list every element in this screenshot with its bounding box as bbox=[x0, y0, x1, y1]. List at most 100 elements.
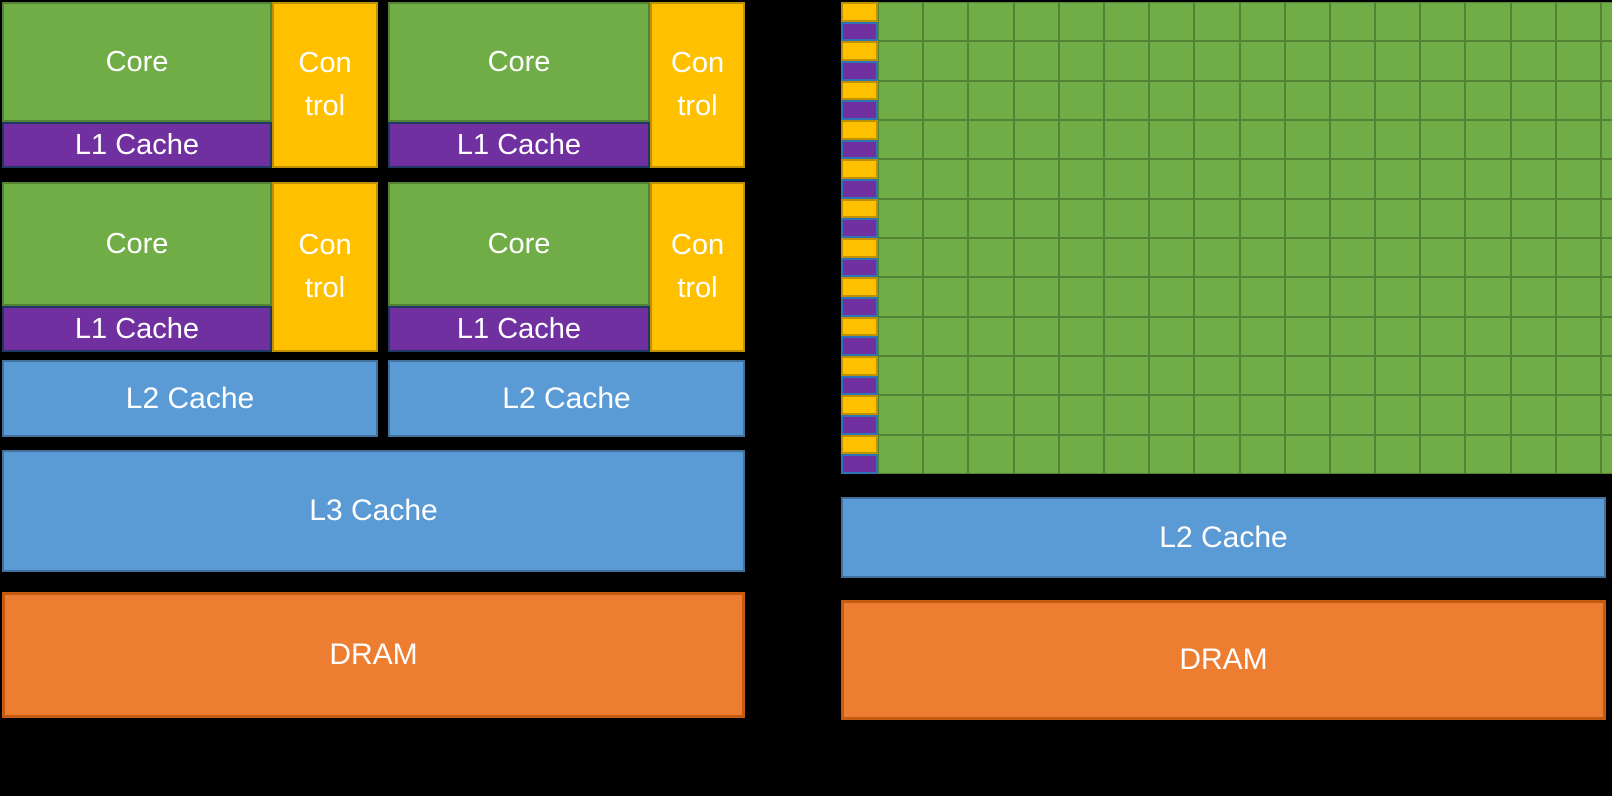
cpu-control-block: Con trol bbox=[650, 182, 745, 352]
cpu-l2-cache-block: L2 Cache bbox=[2, 360, 378, 437]
gpu-core-row bbox=[878, 434, 1612, 474]
gpu-core-cell bbox=[968, 80, 1014, 120]
gpu-control-strip bbox=[841, 355, 878, 376]
gpu-core-cell bbox=[1465, 119, 1511, 160]
gpu-core-cell bbox=[1194, 395, 1240, 435]
gpu-core-cell bbox=[1555, 198, 1601, 238]
gpu-core-cell bbox=[878, 395, 924, 435]
gpu-core-cell bbox=[1194, 316, 1240, 356]
gpu-core-cell bbox=[1058, 119, 1104, 160]
gpu-l1-cache-strip bbox=[841, 336, 878, 356]
gpu-core-cell bbox=[1465, 277, 1511, 317]
gpu-sm-row-control-l1 bbox=[841, 2, 878, 42]
gpu-core-cell bbox=[1465, 2, 1511, 42]
gpu-core-cell bbox=[1601, 355, 1612, 396]
gpu-core-cell bbox=[1013, 41, 1059, 81]
gpu-core-cell bbox=[1239, 2, 1285, 42]
gpu-core-cell bbox=[1103, 159, 1150, 199]
gpu-core-cell bbox=[1510, 119, 1556, 160]
gpu-core-cell bbox=[968, 119, 1014, 160]
gpu-core-cell bbox=[1194, 2, 1240, 42]
gpu-core-cell bbox=[1601, 237, 1612, 278]
gpu-control-strip bbox=[841, 2, 878, 22]
gpu-core-cell bbox=[923, 355, 969, 396]
gpu-core-cell bbox=[1465, 159, 1511, 199]
cpu-dram-block: DRAM bbox=[2, 592, 745, 718]
gpu-control-strip bbox=[841, 41, 878, 61]
gpu-core-cell bbox=[1420, 277, 1466, 317]
cpu-l1-cache-block: L1 Cache bbox=[388, 306, 650, 352]
gpu-core-cell bbox=[1601, 119, 1612, 160]
cpu-unit: Con trol Core L1 Cache bbox=[388, 2, 745, 168]
gpu-core-cell bbox=[1555, 434, 1601, 474]
gpu-core-cell bbox=[1103, 2, 1150, 42]
gpu-core-cell bbox=[1194, 434, 1240, 474]
gpu-core-cell bbox=[1329, 119, 1376, 160]
gpu-core-cell bbox=[1013, 355, 1059, 396]
cpu-l1-cache-label: L1 Cache bbox=[456, 312, 582, 345]
gpu-core-cell bbox=[1194, 119, 1240, 160]
gpu-core-cell bbox=[1465, 41, 1511, 81]
gpu-sm-row-control-l1 bbox=[841, 277, 878, 317]
gpu-control-l1-column bbox=[841, 2, 878, 474]
gpu-core-cell bbox=[923, 395, 969, 435]
gpu-sm-row-control-l1 bbox=[841, 119, 878, 160]
gpu-core-cell bbox=[1058, 316, 1104, 356]
cpu-l1-cache-block: L1 Cache bbox=[388, 122, 650, 168]
cpu-control-block: Con trol bbox=[650, 2, 745, 168]
gpu-core-cell bbox=[923, 316, 969, 356]
cpu-dram-label: DRAM bbox=[329, 638, 418, 671]
gpu-core-cell bbox=[1375, 277, 1421, 317]
gpu-core-cell bbox=[1239, 316, 1285, 356]
gpu-core-cell bbox=[1555, 277, 1601, 317]
gpu-l1-cache-strip bbox=[841, 61, 878, 81]
gpu-core-cell bbox=[1510, 434, 1556, 474]
gpu-core-cell bbox=[1510, 41, 1556, 81]
gpu-core-cell bbox=[1329, 41, 1376, 81]
gpu-core-cell bbox=[1284, 316, 1330, 356]
cpu-l1-cache-block: L1 Cache bbox=[2, 306, 272, 352]
gpu-l1-cache-strip bbox=[841, 414, 878, 435]
gpu-core-cell bbox=[1103, 355, 1150, 396]
gpu-core-cell bbox=[1329, 198, 1376, 238]
cpu-core-label: Core bbox=[487, 45, 551, 78]
gpu-core-cell bbox=[1284, 277, 1330, 317]
gpu-core-cell bbox=[923, 434, 969, 474]
gpu-core-cell bbox=[1194, 277, 1240, 317]
cpu-unit: Con trol Core L1 Cache bbox=[2, 2, 378, 168]
gpu-sm-row-control-l1 bbox=[841, 159, 878, 199]
gpu-core-cell bbox=[1375, 395, 1421, 435]
gpu-core-cell bbox=[1239, 198, 1285, 238]
gpu-core-cell bbox=[1149, 355, 1195, 396]
gpu-control-strip bbox=[841, 119, 878, 140]
gpu-core-cell bbox=[1465, 434, 1511, 474]
gpu-core-cell bbox=[1013, 198, 1059, 238]
gpu-core-cell bbox=[1329, 2, 1376, 42]
gpu-control-strip bbox=[841, 237, 878, 258]
cpu-l1-cache-label: L1 Cache bbox=[456, 128, 582, 161]
gpu-core-cell bbox=[1601, 316, 1612, 356]
gpu-core-cell bbox=[968, 198, 1014, 238]
gpu-core-cell bbox=[878, 198, 924, 238]
gpu-core-cell bbox=[1375, 41, 1421, 81]
gpu-core-cell bbox=[1420, 159, 1466, 199]
gpu-core-grid bbox=[878, 2, 1612, 474]
gpu-l1-cache-strip bbox=[841, 218, 878, 238]
cpu-l3-cache-label: L3 Cache bbox=[309, 494, 438, 527]
gpu-core-cell bbox=[1103, 395, 1150, 435]
gpu-core-cell bbox=[878, 159, 924, 199]
gpu-core-cell bbox=[968, 316, 1014, 356]
gpu-dram-block: DRAM bbox=[841, 600, 1606, 720]
gpu-core-cell bbox=[923, 237, 969, 278]
gpu-l1-cache-strip bbox=[841, 375, 878, 396]
gpu-core-cell bbox=[1375, 355, 1421, 396]
gpu-core-cell bbox=[1284, 41, 1330, 81]
gpu-core-row bbox=[878, 2, 1612, 42]
gpu-core-cell bbox=[968, 434, 1014, 474]
gpu-core-cell bbox=[878, 316, 924, 356]
gpu-core-cell bbox=[923, 80, 969, 120]
gpu-core-cell bbox=[968, 277, 1014, 317]
gpu-core-cell bbox=[1555, 119, 1601, 160]
cpu-l2-cache-block: L2 Cache bbox=[388, 360, 745, 437]
gpu-control-strip bbox=[841, 395, 878, 415]
